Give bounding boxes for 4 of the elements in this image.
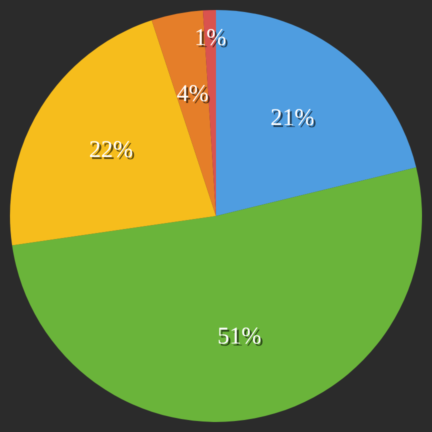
data-label: 4% — [178, 82, 211, 109]
data-label: 51% — [219, 326, 264, 352]
data-label: 22% — [90, 139, 135, 166]
data-label: 21% — [272, 107, 316, 134]
